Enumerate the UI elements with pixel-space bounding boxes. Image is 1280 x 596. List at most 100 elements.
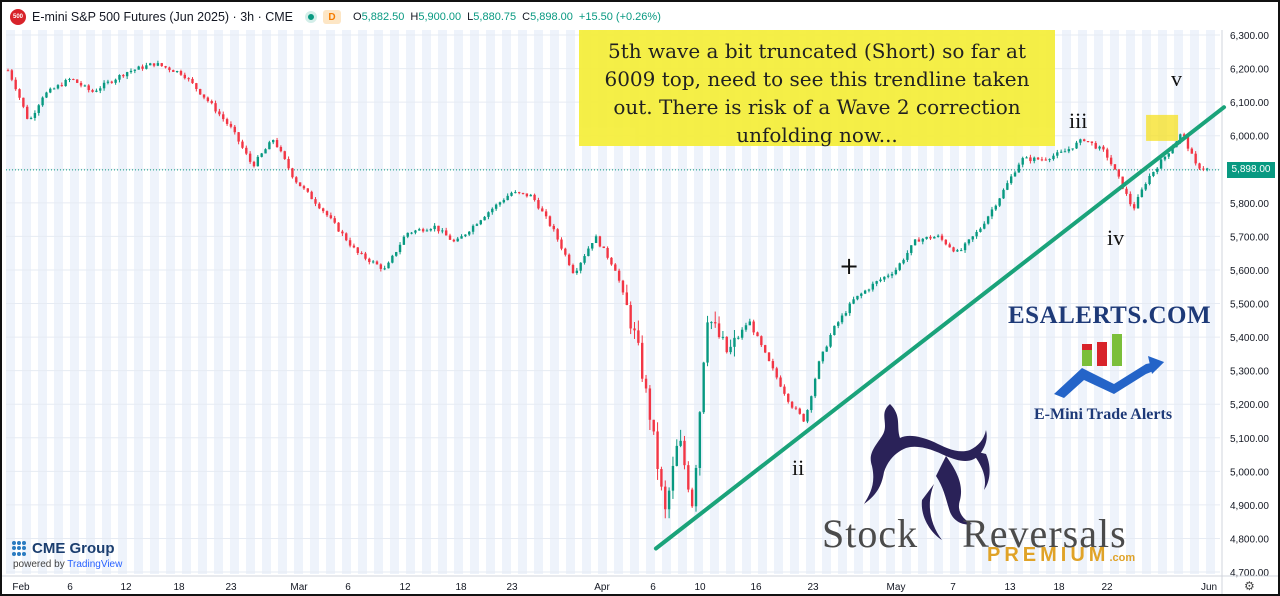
- candle-body: [1171, 147, 1174, 154]
- candle-body: [790, 401, 794, 408]
- candle-body: [368, 258, 371, 263]
- candle-body: [179, 71, 183, 75]
- candle-body: [325, 211, 329, 216]
- candle-body: [56, 85, 60, 89]
- candle-body: [1182, 134, 1186, 137]
- candle-body: [879, 279, 882, 282]
- candle-body: [272, 140, 275, 143]
- candle-body: [152, 63, 156, 66]
- candle-body: [1102, 146, 1105, 150]
- candle-body: [1106, 149, 1109, 158]
- candle-body: [1156, 168, 1159, 172]
- candle-body: [583, 256, 586, 263]
- candle-body: [37, 105, 40, 113]
- candle-body: [817, 361, 821, 379]
- candle-body: [291, 168, 294, 178]
- candle-body: [183, 74, 187, 79]
- symbol-badge[interactable]: 500: [10, 9, 26, 25]
- candle-body: [114, 79, 117, 83]
- candle-body: [168, 67, 171, 71]
- candle-body: [222, 114, 225, 120]
- y-tick-label: 4,800.00: [1230, 534, 1269, 545]
- candle-body: [248, 153, 252, 162]
- cme-dots-icon: [12, 540, 28, 557]
- x-tick-label: 6: [650, 582, 656, 593]
- candle-body: [921, 238, 924, 242]
- candle-body: [767, 352, 771, 362]
- candle-body: [648, 388, 652, 420]
- candle-body: [337, 222, 340, 232]
- tradingview-link[interactable]: TradingView: [67, 559, 123, 570]
- candle-body: [614, 264, 617, 271]
- open-key: O: [353, 11, 362, 23]
- candle-body: [1079, 139, 1082, 143]
- candle-body: [952, 247, 955, 252]
- session-band: [678, 30, 687, 574]
- candle-body: [75, 79, 79, 83]
- candle-body: [410, 232, 413, 234]
- cme-group-logo[interactable]: CME Group: [12, 540, 115, 557]
- candle-body: [798, 408, 801, 414]
- y-tick-label: 6,300.00: [1230, 31, 1269, 42]
- x-tick-label: 23: [225, 582, 237, 593]
- candle-body: [902, 259, 905, 264]
- candle-body: [333, 218, 336, 223]
- candle-body: [321, 208, 325, 212]
- candle-body: [460, 236, 463, 239]
- candle-body: [936, 235, 940, 237]
- session-band: [118, 30, 127, 574]
- candle-body: [1163, 156, 1167, 160]
- y-tick-label: 5,600.00: [1230, 266, 1269, 277]
- candle-body: [702, 362, 705, 413]
- session-band: [294, 30, 303, 574]
- bull-logo-icon: [864, 404, 990, 540]
- session-band: [214, 30, 223, 574]
- session-band: [742, 30, 751, 574]
- candle-body: [763, 345, 767, 353]
- candle-body: [617, 270, 621, 281]
- session-band: [870, 30, 879, 574]
- candle-body: [433, 225, 436, 230]
- x-tick-label: 18: [173, 582, 185, 593]
- candle-body: [156, 63, 160, 66]
- session-band: [6, 30, 15, 574]
- session-band: [950, 30, 959, 574]
- session-band: [134, 30, 143, 574]
- candle-body: [929, 236, 932, 239]
- candle-body: [591, 243, 594, 249]
- candle-body: [479, 220, 482, 225]
- candle-body: [967, 239, 971, 244]
- candle-body: [521, 192, 525, 194]
- candle-body: [295, 177, 298, 183]
- candle-body: [1083, 139, 1086, 142]
- candle-body: [517, 192, 521, 194]
- candle-body: [644, 378, 648, 389]
- settings-gear-icon[interactable]: ⚙: [1244, 579, 1255, 593]
- y-tick-label: 5,100.00: [1230, 434, 1269, 445]
- candle-body: [125, 72, 129, 77]
- chart-title[interactable]: E-mini S&P 500 Futures (Jun 2025) · 3h ·…: [32, 10, 293, 24]
- candle-body: [506, 195, 509, 201]
- candle-body: [1152, 171, 1155, 176]
- candle-body: [806, 410, 809, 422]
- candle-body: [29, 117, 33, 119]
- x-tick-label: 12: [120, 582, 132, 593]
- session-band: [454, 30, 463, 574]
- candle-body: [637, 330, 640, 343]
- candle-body: [752, 321, 755, 333]
- session-band: [982, 30, 991, 574]
- candle-body: [41, 97, 44, 106]
- session-band: [54, 30, 63, 574]
- session-band: [1030, 30, 1039, 574]
- candle-body: [60, 85, 64, 87]
- market-open-dot-icon: [305, 11, 317, 23]
- delayed-badge[interactable]: D: [323, 10, 341, 24]
- candle-body: [498, 202, 502, 205]
- session-band: [1046, 30, 1055, 574]
- powered-by[interactable]: powered by TradingView: [13, 559, 122, 570]
- candle-body: [886, 275, 890, 277]
- candle-body: [1086, 141, 1090, 143]
- candle-body: [687, 465, 690, 490]
- session-band: [1078, 30, 1087, 574]
